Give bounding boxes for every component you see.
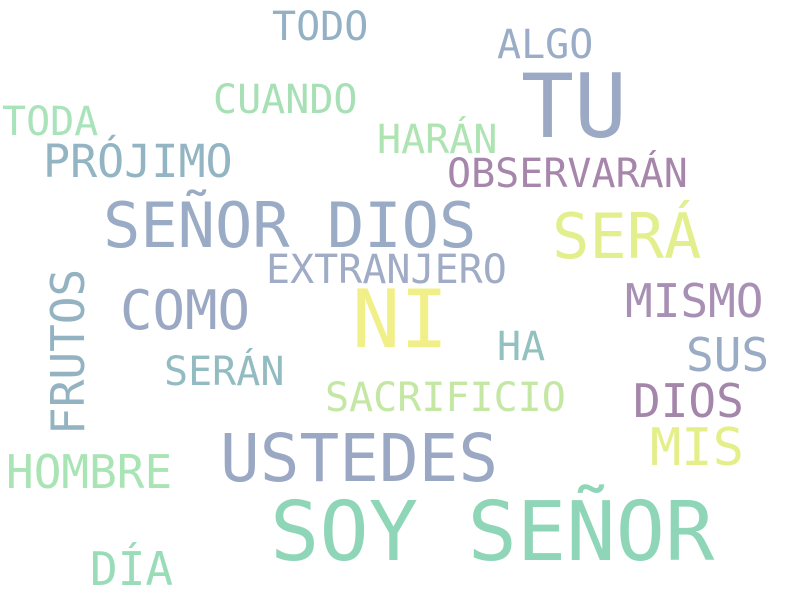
word-dia: DÍA bbox=[90, 542, 174, 596]
word-observaran: OBSERVARÁN bbox=[447, 151, 688, 197]
word-haran: HARÁN bbox=[377, 117, 498, 163]
word-projimo: PRÓJIMO bbox=[43, 135, 233, 188]
word-seran: SERÁN bbox=[164, 349, 285, 395]
word-mismo: MISMO bbox=[625, 274, 764, 328]
word-toda: TODA bbox=[2, 99, 99, 145]
word-todo: TODO bbox=[272, 4, 369, 50]
word-ha: HA bbox=[497, 324, 546, 370]
word-algo: ALGO bbox=[497, 22, 594, 68]
word-sus: SUS bbox=[686, 328, 770, 382]
word-soy-senor: SOY SEÑOR bbox=[270, 485, 715, 580]
word-senor-dios: SEÑOR DIOS bbox=[103, 189, 477, 262]
word-ustedes: USTEDES bbox=[220, 420, 499, 497]
word-cuando: CUANDO bbox=[213, 77, 358, 123]
word-dios: DIOS bbox=[633, 374, 744, 428]
word-sacrificio: SACRIFICIO bbox=[325, 375, 566, 421]
word-hombre: HOMBRE bbox=[6, 445, 173, 499]
word-ni: NI bbox=[352, 273, 449, 366]
word-mis: MIS bbox=[650, 418, 744, 478]
word-extranjero: EXTRANJERO bbox=[266, 247, 507, 293]
word-como: COMO bbox=[120, 279, 251, 342]
word-tu: TU bbox=[521, 55, 627, 158]
word-sera: SERÁ bbox=[552, 200, 702, 273]
word-frutos: FRUTOS bbox=[41, 268, 95, 435]
